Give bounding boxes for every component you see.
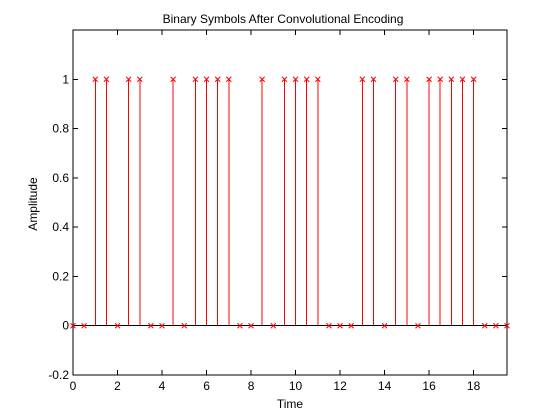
- y-tick-label: 0.6: [52, 171, 69, 185]
- stem-marker: [281, 76, 288, 83]
- stem-marker: [214, 76, 221, 83]
- x-tick-label: 16: [422, 379, 436, 393]
- stem-marker: [203, 76, 210, 83]
- stem-marker: [125, 76, 132, 83]
- x-tick-label: 14: [378, 379, 392, 393]
- stem-marker: [248, 322, 254, 329]
- stem-marker: [292, 76, 299, 83]
- y-tick-label: 0.4: [52, 220, 69, 234]
- chart-title: Binary Symbols After Convolutional Encod…: [163, 12, 404, 26]
- stem-marker: [81, 322, 87, 329]
- stem-marker: [192, 76, 199, 83]
- x-tick-label: 6: [203, 379, 210, 393]
- y-tick-label: 0.2: [52, 269, 69, 283]
- stem-marker: [448, 76, 455, 83]
- stem-marker: [426, 76, 432, 83]
- stem-marker: [159, 322, 165, 329]
- stem-marker: [481, 322, 488, 329]
- stem-marker: [359, 76, 366, 83]
- y-axis-label: Amplitude: [26, 177, 40, 231]
- stem-marker: [170, 76, 177, 83]
- stem-marker: [348, 322, 355, 329]
- x-axis-label: Time: [277, 397, 304, 411]
- stem-marker: [437, 76, 444, 83]
- stem-marker: [337, 322, 343, 329]
- y-tick-label: 1: [62, 72, 69, 86]
- plot-area: 0 2 4 6 8 10 12 14 16 18-0.200.20.40.60.81: [48, 29, 510, 393]
- y-tick-label: 0: [62, 319, 69, 333]
- x-tick-label: 0: [70, 379, 77, 393]
- axes-box: [72, 29, 508, 376]
- stem-marker: [504, 322, 510, 329]
- stem-marker: [103, 76, 110, 83]
- stem-marker: [270, 322, 277, 329]
- stem-marker: [92, 76, 99, 83]
- stem-marker: [415, 322, 421, 329]
- stem-marker: [114, 322, 121, 329]
- stem-marker: [303, 76, 310, 83]
- data-series: [70, 76, 510, 329]
- stem-marker: [136, 76, 143, 83]
- stem-marker: [148, 322, 154, 329]
- stem-marker: [181, 322, 188, 329]
- stem-marker: [225, 76, 232, 83]
- x-tick-label: 12: [333, 379, 347, 393]
- stem-marker: [403, 76, 410, 83]
- stem-marker: [381, 322, 388, 329]
- x-tick-label: 2: [114, 379, 121, 393]
- stem-marker: [392, 76, 399, 83]
- stem-marker: [259, 76, 266, 83]
- y-tick-label: -0.2: [48, 368, 69, 382]
- stem-marker: [70, 322, 76, 329]
- stem-marker: [237, 322, 243, 329]
- y-tick-label: 0.8: [52, 122, 69, 136]
- stem-marker: [493, 322, 499, 329]
- x-tick-label: 4: [159, 379, 166, 393]
- stem-marker: [370, 76, 377, 83]
- stem-marker: [314, 76, 321, 83]
- stem-marker: [326, 322, 332, 329]
- x-tick-label: 18: [467, 379, 481, 393]
- stem-marker: [470, 76, 477, 83]
- x-tick-label: 8: [248, 379, 255, 393]
- stem-marker: [459, 76, 466, 83]
- x-tick-label: 10: [289, 379, 303, 393]
